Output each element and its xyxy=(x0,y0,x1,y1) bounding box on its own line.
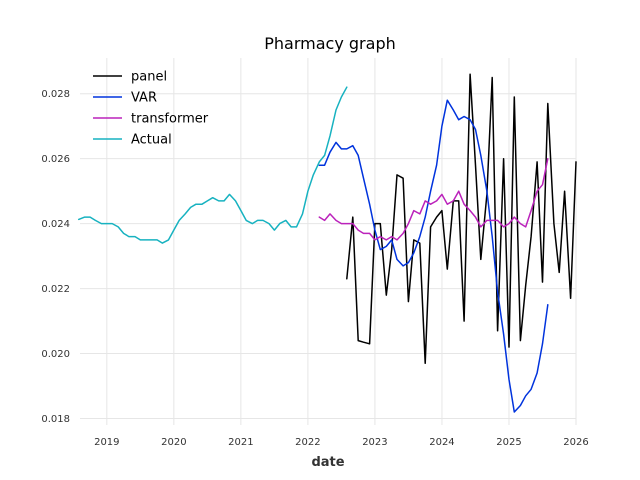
y-tick-label: 0.026 xyxy=(41,154,70,165)
legend: panel VAR transformer Actual xyxy=(93,70,209,148)
legend-label: transformer xyxy=(131,112,209,127)
y-tick-label: 0.024 xyxy=(41,219,70,230)
series-line-panel xyxy=(346,73,577,365)
x-tick-label: 2025 xyxy=(496,437,521,448)
series-line-actual xyxy=(77,86,348,244)
x-tick-label: 2021 xyxy=(228,437,253,448)
y-axis: 0.018 0.020 0.022 0.024 0.026 0.028 xyxy=(41,89,70,425)
x-tick-label: 2026 xyxy=(563,437,588,448)
chart-title: Pharmacy graph xyxy=(264,34,395,53)
legend-label: Actual xyxy=(131,133,172,148)
x-tick-label: 2020 xyxy=(161,437,186,448)
plot-area xyxy=(77,73,577,413)
x-axis: 2019 2020 2021 2022 2023 2024 2025 2026 xyxy=(94,437,589,448)
x-tick-label: 2022 xyxy=(295,437,320,448)
y-tick-label: 0.020 xyxy=(41,349,70,360)
y-tick-label: 0.018 xyxy=(41,414,70,425)
y-tick-label: 0.022 xyxy=(41,284,70,295)
y-tick-label: 0.028 xyxy=(41,89,70,100)
x-axis-label: date xyxy=(311,455,344,470)
legend-label: VAR xyxy=(131,91,157,106)
series-line-transformer xyxy=(318,157,549,241)
x-tick-label: 2024 xyxy=(429,437,454,448)
series-line-var xyxy=(318,99,549,413)
x-tick-label: 2019 xyxy=(94,437,119,448)
x-tick-label: 2023 xyxy=(362,437,387,448)
legend-label: panel xyxy=(131,70,167,85)
